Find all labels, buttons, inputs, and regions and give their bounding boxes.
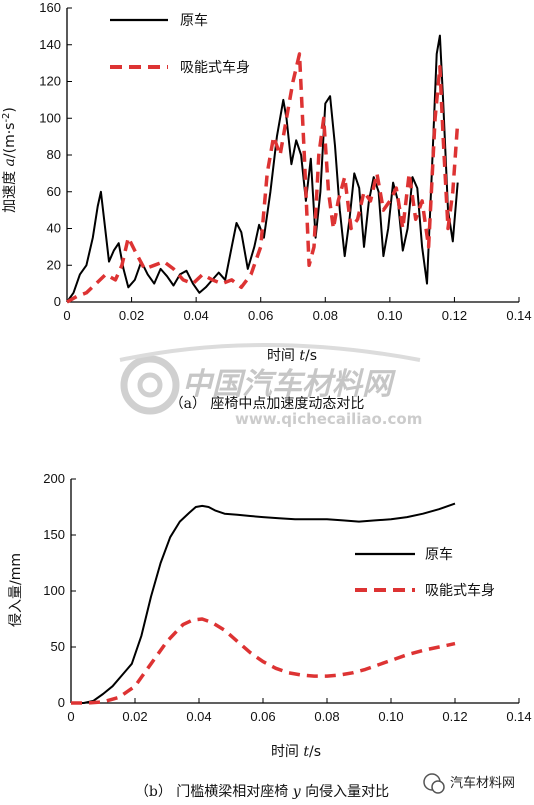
acceleration-x-tick-label: 0.04 <box>183 308 208 323</box>
branding-account: 汽车材料网 <box>450 775 515 791</box>
acceleration-x-axis-label: 时间 t/s <box>267 348 317 364</box>
intrusion-x-tick-label: 0.12 <box>442 709 467 724</box>
intrusion-y-axis-label: 侵入量/mm <box>7 553 24 627</box>
branding: 汽车材料网 <box>423 773 515 794</box>
intrusion-series-original <box>71 502 456 704</box>
acceleration-x-tick-label: 0.02 <box>119 308 144 323</box>
watermark: 中国汽车材料网 www.qichecailiao.com <box>119 343 422 428</box>
legend-label-energy-absorbing: 吸能式车身 <box>180 59 250 76</box>
watermark-logo-icon <box>120 355 180 415</box>
intrusion-x-tick-label: 0.04 <box>186 709 211 724</box>
intrusion-y-tick-label: 0 <box>58 695 65 710</box>
intrusion-y-tick-label: 200 <box>43 471 65 486</box>
intrusion-x-tick-label: 0.02 <box>122 709 147 724</box>
intrusion-x-tick-label: 0.10 <box>378 709 403 724</box>
acceleration-y-tick-label: 0 <box>54 294 61 309</box>
acceleration-y-tick-label: 40 <box>47 221 61 236</box>
intrusion-x-axis-label: 时间 t/s <box>271 744 321 760</box>
acceleration-series-original <box>66 34 459 303</box>
legend-label-original: 原车 <box>180 12 208 29</box>
intrusion-chart: 0 0.02 0.04 0.06 0.08 0.10 0.12 0.14 0 50 100 150 20… <box>7 471 532 800</box>
intrusion-x-tick-label: 0.06 <box>250 709 275 724</box>
acceleration-x-tick-label: 0.08 <box>313 308 338 323</box>
acceleration-caption: （a） 座椅中点加速度动态对比 <box>170 396 365 412</box>
acceleration-legend: 原车 吸能式车身 <box>110 12 250 76</box>
acceleration-x-tick-label: 0.06 <box>248 308 273 323</box>
intrusion-y-tick-label: 50 <box>51 639 65 654</box>
acceleration-y-tick-label: 20 <box>47 257 61 272</box>
intrusion-legend: 原车 吸能式车身 <box>355 546 495 599</box>
acceleration-y-tick-label: 80 <box>47 147 61 162</box>
watermark-title: 中国汽车材料网 <box>182 367 396 402</box>
intrusion-x-tick-label: 0.08 <box>314 709 339 724</box>
acceleration-x-tick-label: 0.14 <box>506 308 531 323</box>
acceleration-y-tick-label: 60 <box>47 184 61 199</box>
intrusion-y-tick-label: 100 <box>43 583 65 598</box>
acceleration-y-tick-label: 140 <box>39 37 61 52</box>
acceleration-x-tick-label: 0 <box>63 308 70 323</box>
acceleration-y-tick-label: 160 <box>39 0 61 15</box>
legend-label-energy-absorbing: 吸能式车身 <box>425 582 495 599</box>
intrusion-y-tick-label: 150 <box>43 527 65 542</box>
acceleration-chart: 0 0.02 0.04 0.06 0.08 0.10 0.12 0.14 0 20 40 60 80 10… <box>1 0 532 412</box>
intrusion-x-tick-label: 0.14 <box>506 709 531 724</box>
watermark-url: www.qichecailiao.com <box>235 410 422 428</box>
intrusion-caption: （b） 门槛横梁相对座椅 y 向侵入量对比 <box>135 783 389 800</box>
intrusion-x-tick-label: 0 <box>67 709 74 724</box>
legend-label-original: 原车 <box>425 546 453 563</box>
acceleration-x-tick-label: 0.10 <box>377 308 402 323</box>
acceleration-y-tick-label: 120 <box>39 74 61 89</box>
intrusion-series-energy-absorbing <box>71 617 456 705</box>
acceleration-series-energy-absorbing <box>66 52 460 304</box>
acceleration-x-tick-label: 0.12 <box>442 308 467 323</box>
acceleration-y-axis-label: 加速度 a/(m·s-2) <box>1 107 18 213</box>
acceleration-y-tick-label: 100 <box>39 110 61 125</box>
